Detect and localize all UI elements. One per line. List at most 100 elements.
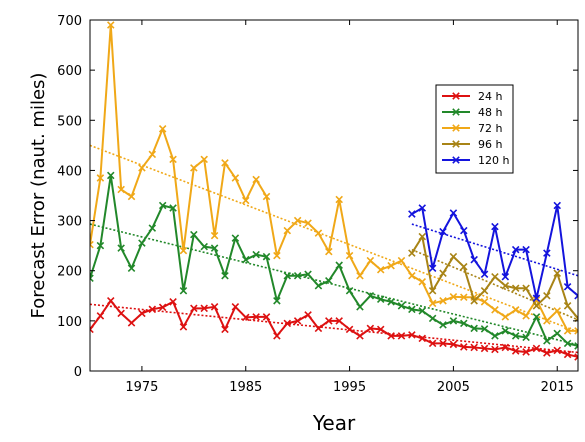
legend-label-24-h: 24 h bbox=[478, 90, 502, 103]
data-point-96-h bbox=[480, 287, 489, 295]
data-point-48-h bbox=[460, 319, 468, 328]
data-point-48-h bbox=[169, 204, 177, 212]
legend-marker-48-h bbox=[452, 108, 460, 116]
data-point-120-h bbox=[418, 204, 427, 212]
y-tick-label: 200 bbox=[57, 265, 82, 280]
data-point-72-h bbox=[408, 271, 416, 280]
data-point-24-h bbox=[387, 332, 395, 340]
data-point-96-h bbox=[532, 302, 541, 310]
data-point-48-h bbox=[210, 244, 219, 252]
data-point-24-h bbox=[127, 319, 136, 327]
trend-line-120-h bbox=[411, 223, 578, 277]
series-48-h bbox=[90, 171, 578, 350]
data-point-72-h bbox=[449, 293, 458, 301]
legend-marker-72-h bbox=[452, 124, 460, 132]
data-point-72-h bbox=[158, 125, 167, 133]
data-point-72-h bbox=[428, 299, 437, 308]
data-point-48-h bbox=[90, 274, 94, 283]
y-tick-label: 300 bbox=[57, 215, 82, 230]
data-point-24-h bbox=[190, 304, 198, 313]
data-point-96-h bbox=[553, 269, 561, 277]
data-point-24-h bbox=[241, 313, 250, 322]
data-point-48-h bbox=[439, 321, 447, 329]
data-point-24-h bbox=[138, 309, 146, 318]
data-point-24-h bbox=[563, 350, 572, 359]
data-point-72-h bbox=[304, 219, 312, 227]
data-point-96-h bbox=[460, 262, 468, 271]
data-point-72-h bbox=[262, 192, 271, 201]
series-120-h bbox=[408, 201, 578, 303]
data-point-48-h bbox=[408, 305, 416, 314]
data-point-72-h bbox=[345, 251, 354, 260]
x-tick-label: 2015 bbox=[541, 380, 574, 395]
data-point-24-h bbox=[252, 313, 260, 321]
data-point-72-h bbox=[563, 327, 572, 335]
data-point-72-h bbox=[376, 265, 385, 274]
data-point-24-h bbox=[335, 317, 343, 325]
data-point-48-h bbox=[470, 324, 478, 333]
data-point-96-h bbox=[501, 281, 510, 290]
data-point-24-h bbox=[439, 339, 447, 348]
data-point-24-h bbox=[262, 313, 271, 321]
data-point-48-h bbox=[241, 255, 250, 264]
axes: 1975 1985 1995 2005 2015 0 100 200 300 400 500 600… bbox=[28, 14, 579, 435]
data-point-48-h bbox=[107, 171, 115, 180]
data-point-24-h bbox=[283, 319, 292, 328]
data-point-24-h bbox=[200, 304, 208, 313]
data-point-48-h bbox=[252, 250, 260, 259]
data-point-72-h bbox=[356, 271, 364, 280]
data-point-24-h bbox=[418, 334, 427, 343]
data-point-48-h bbox=[314, 281, 323, 290]
legend-label-120-h: 120 h bbox=[478, 154, 509, 167]
data-point-72-h bbox=[127, 192, 136, 201]
data-point-120-h bbox=[574, 292, 578, 300]
plot-area bbox=[90, 21, 578, 361]
data-point-72-h bbox=[335, 195, 343, 204]
data-point-24-h bbox=[179, 323, 188, 331]
data-point-24-h bbox=[221, 325, 229, 334]
data-point-24-h bbox=[574, 353, 578, 361]
data-point-72-h bbox=[397, 256, 406, 265]
data-point-24-h bbox=[553, 346, 561, 355]
data-point-24-h bbox=[325, 317, 333, 325]
data-point-120-h bbox=[428, 264, 437, 272]
data-point-120-h bbox=[408, 210, 416, 218]
data-point-72-h bbox=[574, 327, 578, 335]
data-point-96-h bbox=[543, 292, 551, 300]
x-axis-label: Year bbox=[312, 411, 356, 435]
legend: 24 h 48 h 72 h 96 h 120 h bbox=[435, 84, 514, 174]
data-point-72-h bbox=[90, 240, 94, 249]
data-point-24-h bbox=[543, 349, 551, 357]
data-point-72-h bbox=[241, 196, 250, 205]
data-point-72-h bbox=[190, 164, 198, 172]
data-point-96-h bbox=[491, 272, 499, 281]
data-point-48-h bbox=[449, 317, 458, 325]
legend-label-96-h: 96 h bbox=[478, 138, 502, 151]
series-24-h bbox=[90, 297, 578, 361]
data-point-120-h bbox=[511, 245, 520, 254]
data-point-96-h bbox=[418, 232, 427, 241]
y-tick-label: 500 bbox=[57, 114, 82, 129]
data-point-48-h bbox=[138, 239, 146, 247]
data-point-72-h bbox=[107, 21, 115, 29]
data-point-48-h bbox=[532, 313, 541, 321]
data-point-48-h bbox=[273, 297, 281, 305]
data-point-72-h bbox=[522, 312, 530, 320]
data-point-24-h bbox=[449, 340, 458, 349]
data-point-120-h bbox=[563, 282, 572, 291]
trend-line-24-h bbox=[90, 303, 578, 354]
data-point-72-h bbox=[314, 229, 323, 237]
data-point-48-h bbox=[283, 271, 292, 280]
data-point-72-h bbox=[480, 298, 489, 306]
y-tick-label: 100 bbox=[57, 315, 82, 330]
legend-marker-96-h bbox=[452, 140, 460, 148]
data-point-48-h bbox=[127, 264, 136, 272]
data-point-24-h bbox=[460, 343, 468, 351]
y-tick-label: 0 bbox=[74, 365, 82, 380]
data-point-24-h bbox=[148, 305, 157, 314]
data-point-48-h bbox=[179, 287, 188, 295]
data-point-48-h bbox=[335, 261, 343, 269]
data-point-24-h bbox=[491, 345, 499, 354]
plot-frame bbox=[89, 19, 579, 372]
